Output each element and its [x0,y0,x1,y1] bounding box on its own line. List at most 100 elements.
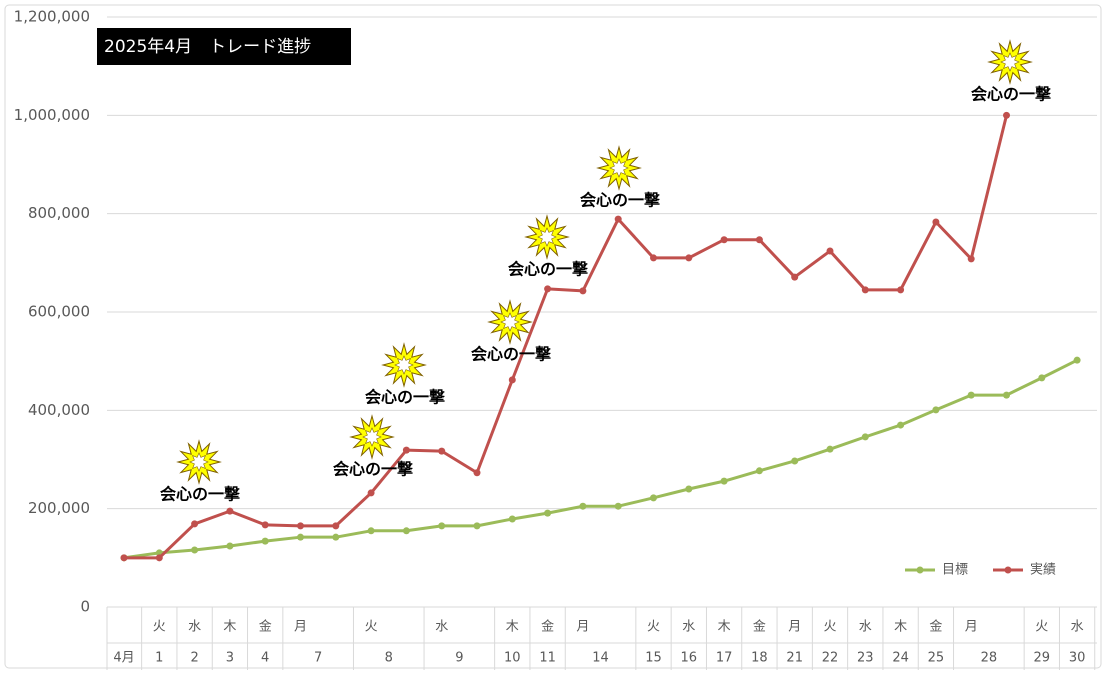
x-tick-label: 4 [261,651,269,666]
data-point [367,489,375,497]
data-point [579,502,587,510]
x-tick-label: 7 [314,651,322,666]
starburst-center [609,158,629,178]
weekday-label: 水 [859,620,872,635]
data-point [508,376,516,384]
data-point [967,255,975,263]
data-point [544,285,552,293]
data-point [508,515,516,523]
data-point [261,521,269,529]
y-tick-label: 200,000 [28,499,90,517]
x-tick-label: 14 [592,651,609,666]
x-tick-label: 21 [786,651,803,666]
weekday-label: 月 [788,620,801,635]
starburst-center [1000,52,1020,72]
legend-label: 実績 [1030,562,1056,578]
y-tick-label: 600,000 [28,303,90,321]
x-tick-label: 8 [385,651,393,666]
data-point [685,485,693,493]
data-point [1003,391,1010,399]
annotation: 会心の一撃 [508,260,588,279]
weekday-label: 金 [259,619,272,635]
data-point [402,446,410,454]
x-tick-label: 1 [155,651,163,666]
starburst-center [189,452,209,472]
data-point [191,546,199,554]
weekday-label: 水 [435,620,448,635]
weekday-label: 火 [1035,620,1048,635]
data-point [826,445,834,453]
data-point [191,520,199,528]
data-point [861,433,869,441]
legend-label: 目標 [942,563,968,578]
data-point [650,254,657,262]
annotation: 会心の一撃 [580,191,660,210]
data-point [438,447,446,455]
data-point [897,421,905,429]
weekday-label: 金 [753,619,766,635]
data-point [1003,111,1010,119]
x-tick-label: 29 [1034,651,1051,666]
x-tick-label: 25 [928,651,945,666]
data-point [755,467,763,475]
data-point [297,533,304,541]
y-tick-label: 800,000 [28,204,90,222]
weekday-label: 金 [929,619,942,635]
data-point [685,254,693,262]
weekday-label: 火 [647,620,660,635]
data-point [826,247,834,255]
data-point [438,522,446,530]
data-point [1038,374,1046,382]
data-point [155,554,163,562]
x-tick-label: 9 [455,651,463,666]
x-tick-label: 28 [981,651,998,666]
weekday-label: 金 [541,619,554,635]
data-point [297,522,304,530]
y-tick-label: 400,000 [28,401,90,419]
weekday-label: 火 [365,620,378,635]
starburst-center [394,355,414,375]
data-point [473,522,481,530]
data-point [614,215,622,223]
data-point [473,469,481,477]
x-tick-label: 22 [822,651,839,666]
data-point [967,391,975,399]
title-box [97,28,351,65]
starburst-center [537,227,557,247]
series-line [123,358,1078,560]
annotation: 会心の一撃 [971,85,1051,104]
data-point [932,218,940,226]
data-point [650,494,657,502]
data-point [932,406,940,414]
x-tick-label: 16 [681,651,698,666]
data-point [367,527,375,535]
legend-marker [1004,566,1012,574]
data-point [791,457,799,465]
x-tick-label: 18 [751,651,768,666]
data-point [755,236,763,244]
x-tick-label: 11 [539,651,556,666]
annotation: 会心の一撃 [160,485,240,504]
chart-border [4,4,1102,669]
data-point [261,537,269,545]
weekday-label: 木 [223,620,236,635]
data-point [544,509,552,517]
weekday-label: 火 [823,620,836,635]
x-tick-label: 15 [645,651,662,666]
x-tick-label: 10 [504,651,521,666]
data-point [579,287,587,295]
x-tick-label: 4月 [113,651,134,666]
starburst-center [500,312,520,332]
weekday-label: 月 [576,620,589,635]
starburst-center [362,427,382,447]
weekday-label: 火 [153,620,166,635]
weekday-label: 月 [965,620,978,635]
data-point [1073,356,1081,364]
weekday-label: 水 [188,620,201,635]
weekday-label: 月 [294,620,307,635]
series-line [124,114,1008,560]
weekday-label: 木 [506,620,519,635]
data-point [226,542,234,550]
annotation: 会心の一撃 [365,388,445,407]
